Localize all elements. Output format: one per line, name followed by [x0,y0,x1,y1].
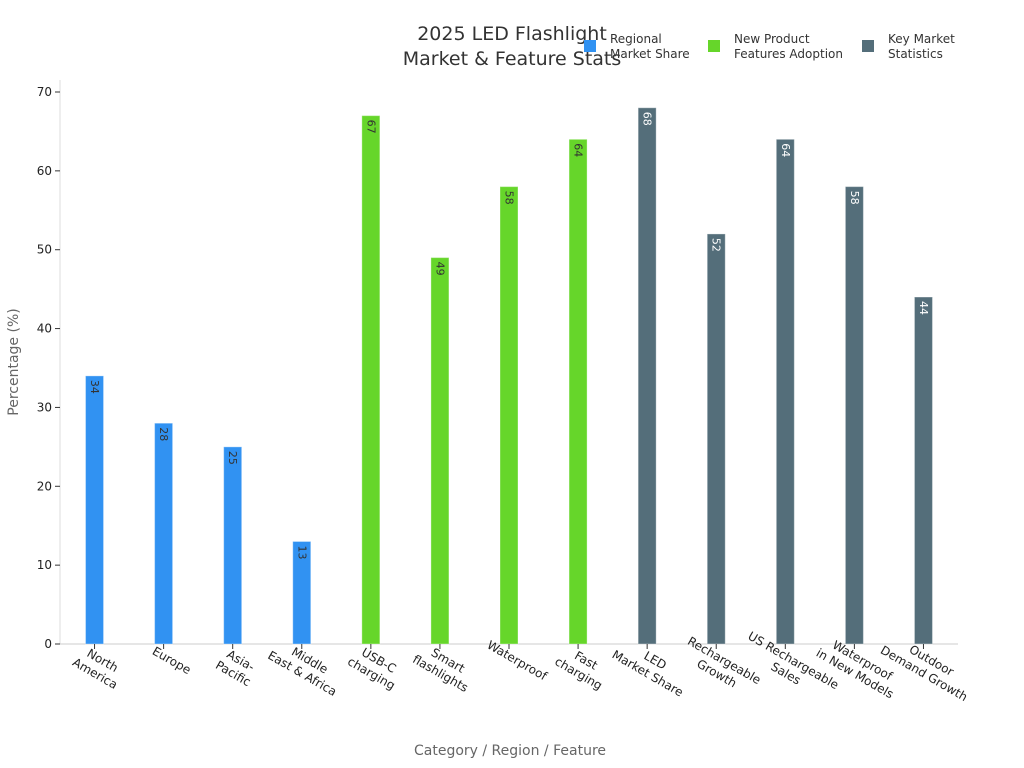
bar [155,423,173,644]
x-tick-label: MiddleEast & Africa [265,635,346,699]
x-tick-label: Asia-Pacific [213,645,261,689]
bar [776,139,794,644]
bar [914,297,932,644]
legend-swatch [584,40,596,52]
x-tick-label: Fastcharging [552,641,612,692]
y-tick-label: 50 [37,243,52,257]
bar-value-label: 34 [88,380,101,394]
legend-label: Key Market Statistics [888,32,955,61]
bar [500,187,518,644]
bar-value-label: 68 [641,112,654,126]
bar [845,187,863,644]
bar-value-label: 58 [503,191,516,205]
y-tick-label: 10 [37,558,52,572]
x-tick-label: USB-Ccharging [345,641,405,692]
bar-value-label: 44 [917,301,930,315]
bar [362,116,380,644]
x-tick-label: Waterproof [485,638,550,684]
legend-swatch [708,40,720,52]
legend-label: New Product Features Adoption [734,32,843,61]
y-tick-label: 60 [37,164,52,178]
x-tick-label: Europe [150,644,194,677]
bar-value-label: 13 [295,545,308,559]
bar-value-label: 64 [779,143,792,157]
axes: 0 10 20 30 40 50 60 70 [37,80,958,651]
y-tick-label: 20 [37,479,52,493]
x-tick-label: NorthAmerica [70,642,127,692]
chart-title-line: 2025 LED Flashlight [417,23,607,45]
y-tick-label: 70 [37,85,52,99]
bar [569,139,587,644]
bar-value-label: 67 [364,120,377,134]
bar-value-label: 64 [572,143,585,157]
bar-value-label: 58 [848,191,861,205]
bar [224,447,242,644]
bars: 34 28 25 13 67 49 58 64 68 52 64 58 44 [86,108,933,644]
bar-value-label: 49 [433,262,446,276]
y-tick-label: 30 [37,400,52,414]
y-axis-title: Percentage (%) [6,308,22,415]
x-axis-title: Category / Region / Feature [414,743,606,759]
bar-value-label: 25 [226,451,239,465]
bar [86,376,104,644]
legend-swatch [862,40,874,52]
bar-value-label: 52 [710,238,723,252]
legend-label: Regional Market Share [610,32,690,61]
y-tick-label: 0 [44,637,52,651]
x-tick-label: Smartflashlights [410,639,478,695]
legend: Regional Market Share New Product Features … [584,32,955,61]
x-tick-labels: NorthAmerica Europe Asia-Pacific MiddleEast… [70,629,977,705]
bar-value-label: 28 [157,427,170,441]
bar [638,108,656,644]
bar [431,258,449,644]
y-tick-label: 40 [37,322,52,336]
bar [707,234,725,644]
